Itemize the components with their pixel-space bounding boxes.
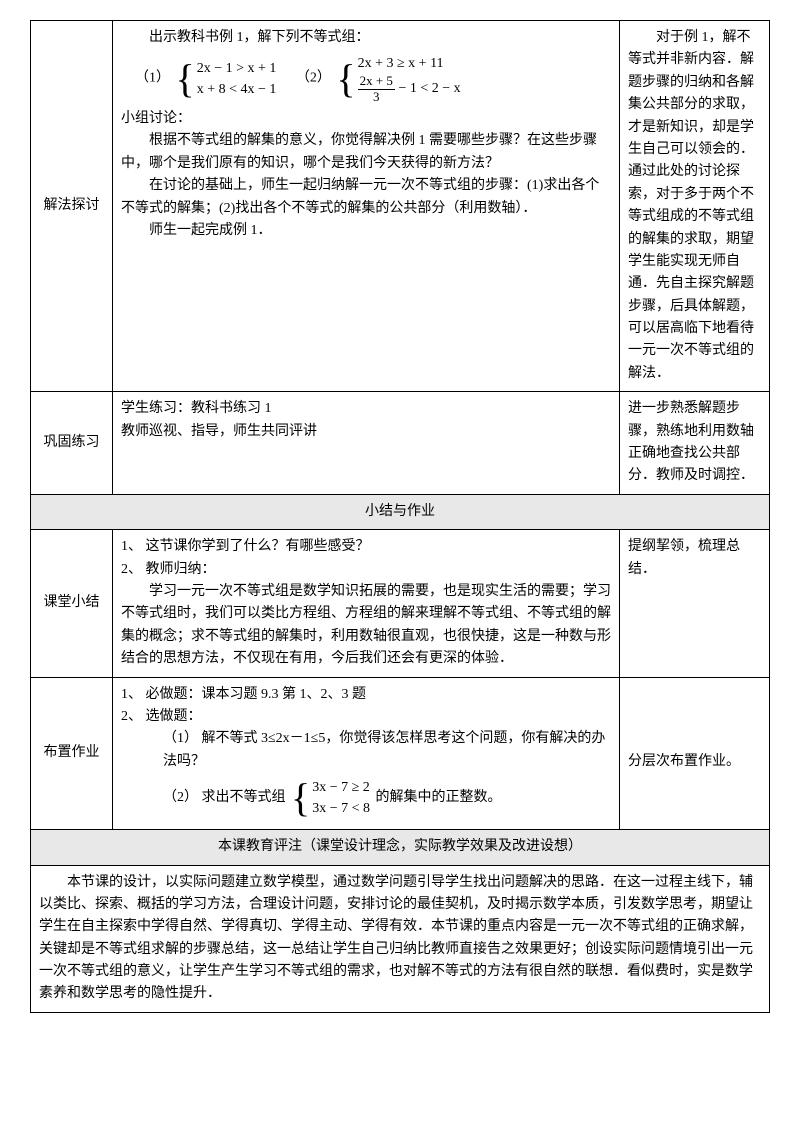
text-line: 学习一元一次不等式组是数学知识拓展的需要，也是现实生活的需要；学习不等式组时，我… <box>121 581 611 671</box>
note-text: 分层次布置作业。 <box>628 754 740 769</box>
row-content: 学生练习：教科书练习 1 教师巡视、指导，师生共同评讲 <box>113 392 620 495</box>
table-row: 巩固练习 学生练习：教科书练习 1 教师巡视、指导，师生共同评讲 进一步熟悉解题… <box>31 392 770 495</box>
eq-label: （2） <box>296 71 331 86</box>
eq-line: x + 8 < 4x − 1 <box>197 79 277 100</box>
frac-num: 2x + 5 <box>358 74 395 89</box>
table-row: 课堂小结 1、 这节课你学到了什么？有哪些感受？ 2、 教师归纳： 学习一元一次… <box>31 530 770 677</box>
row-note: 分层次布置作业。 <box>620 677 770 830</box>
row-note: 进一步熟悉解题步骤，熟练地利用数轴正确地查找公共部分．教师及时调控． <box>620 392 770 495</box>
text-line: 2、 教师归纳： <box>121 559 611 581</box>
row-note: 对于例 1，解不等式并非新内容．解题步骤的归纳和各解集公共部分的求取，才是新知识… <box>620 21 770 392</box>
text-line: 出示教科书例 1，解下列不等式组： <box>121 27 611 49</box>
eq-label: （1） <box>135 71 170 86</box>
row-label: 解法探讨 <box>31 21 113 392</box>
eq-suffix: 的解集中的正整数。 <box>376 790 502 805</box>
lesson-plan-table: 解法探讨 出示教科书例 1，解下列不等式组： （1） { 2x − 1 > x … <box>30 20 770 1013</box>
text-line: 学生练习：教科书练习 1 <box>121 398 611 420</box>
row-content: 出示教科书例 1，解下列不等式组： （1） { 2x − 1 > x + 1 x… <box>113 21 620 392</box>
text-line: （2） 求出不等式组 { 3x − 7 ≥ 2 3x − 7 < 8 的解集中的… <box>121 773 611 823</box>
eq-prefix: （2） 求出不等式组 <box>163 790 286 805</box>
text-line: 在讨论的基础上，师生一起归纳解一元一次不等式组的步骤：(1)求出各个不等式的解集… <box>121 175 611 220</box>
equation-2: { 2x + 3 ≥ x + 11 2x + 5 3 − 1 < 2 − x <box>336 53 460 104</box>
eq-rest: − 1 < 2 − x <box>395 81 461 96</box>
footer-content: 本节课的设计，以实际问题建立数学模型，通过数学问题引导学生找出问题解决的思路．在… <box>31 865 770 1012</box>
row-note: 提纲挈领，梳理总结． <box>620 530 770 677</box>
fraction: 2x + 5 3 <box>358 74 395 104</box>
equation-hw: { 3x − 7 ≥ 2 3x − 7 < 8 <box>291 777 370 819</box>
footer-row: 本节课的设计，以实际问题建立数学模型，通过数学问题引导学生找出问题解决的思路．在… <box>31 865 770 1012</box>
eq-line: 2x − 1 > x + 1 <box>197 58 277 79</box>
text-line: 小组讨论： <box>121 108 611 130</box>
equations-line: （1） { 2x − 1 > x + 1 x + 8 < 4x − 1 （2） … <box>121 49 611 108</box>
footer-text: 本节课的设计，以实际问题建立数学模型，通过数学问题引导学生找出问题解决的思路．在… <box>39 872 761 1006</box>
row-label: 巩固练习 <box>31 392 113 495</box>
eq-line: 3x − 7 < 8 <box>312 798 370 819</box>
text-line: 2、 选做题： <box>121 706 611 728</box>
section-header: 本课教育评注（课堂设计理念，实际教学效果及改进设想） <box>31 830 770 865</box>
text-line: 根据不等式组的解集的意义，你觉得解决例 1 需要哪些步骤？在这些步骤中，哪个是我… <box>121 130 611 175</box>
eq-line: 2x + 5 3 − 1 < 2 − x <box>358 74 461 104</box>
row-content: 1、 必做题：课本习题 9.3 第 1、2、3 题 2、 选做题： （1） 解不… <box>113 677 620 830</box>
frac-den: 3 <box>371 90 382 104</box>
text-line: 教师巡视、指导，师生共同评讲 <box>121 421 611 443</box>
equation-1: { 2x − 1 > x + 1 x + 8 < 4x − 1 <box>176 58 277 100</box>
row-label: 课堂小结 <box>31 530 113 677</box>
table-row: 布置作业 1、 必做题：课本习题 9.3 第 1、2、3 题 2、 选做题： （… <box>31 677 770 830</box>
section-header-row: 本课教育评注（课堂设计理念，实际教学效果及改进设想） <box>31 830 770 865</box>
row-content: 1、 这节课你学到了什么？有哪些感受？ 2、 教师归纳： 学习一元一次不等式组是… <box>113 530 620 677</box>
text-line: 1、 必做题：课本习题 9.3 第 1、2、3 题 <box>121 684 611 706</box>
table-row: 解法探讨 出示教科书例 1，解下列不等式组： （1） { 2x − 1 > x … <box>31 21 770 392</box>
text-line: （1） 解不等式 3≤2x－1≤5，你觉得该怎样思考这个问题，你有解决的办法吗？ <box>121 728 611 773</box>
text-line: 师生一起完成例 1． <box>121 220 611 242</box>
section-header: 小结与作业 <box>31 494 770 529</box>
section-header-row: 小结与作业 <box>31 494 770 529</box>
eq-line: 2x + 3 ≥ x + 11 <box>358 53 461 74</box>
row-label: 布置作业 <box>31 677 113 830</box>
note-text: 对于例 1，解不等式并非新内容．解题步骤的归纳和各解集公共部分的求取，才是新知识… <box>628 27 761 385</box>
text-line: 1、 这节课你学到了什么？有哪些感受？ <box>121 536 611 558</box>
eq-line: 3x − 7 ≥ 2 <box>312 777 370 798</box>
